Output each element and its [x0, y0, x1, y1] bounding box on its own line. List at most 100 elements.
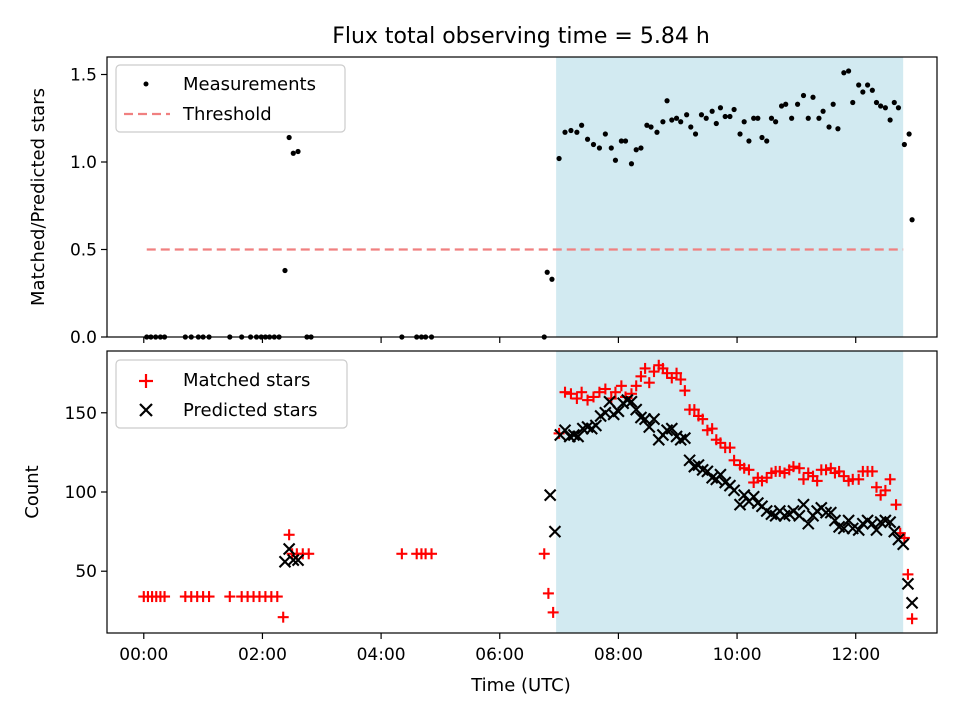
matched-star-point: [159, 591, 171, 603]
predicted-star-point: [727, 484, 741, 497]
y-tick-label: 1.0: [70, 153, 97, 173]
matched-star-point: [761, 472, 773, 484]
measurement-point: [778, 103, 785, 109]
x-tick-label: 12:00: [831, 645, 880, 665]
matched-star-point: [587, 391, 599, 403]
matched-star-point: [688, 404, 700, 416]
measurement-point: [669, 117, 675, 123]
legend-threshold-label: Threshold: [182, 104, 272, 125]
measurement-point: [618, 138, 624, 144]
measurement-point: [648, 124, 654, 130]
top-shaded-interval: [556, 57, 904, 337]
matched-star-point: [303, 548, 315, 560]
measurement-point: [644, 122, 650, 128]
predicted-star-point: [824, 506, 838, 519]
measurement-point: [692, 131, 699, 137]
predicted-star-point: [603, 395, 616, 408]
predicted-star-point: [905, 596, 919, 610]
matched-star-point: [833, 465, 845, 477]
matched-star-point: [743, 464, 755, 476]
measurement-point: [612, 157, 619, 163]
matched-star-point: [884, 473, 896, 485]
matched-star-point: [271, 591, 283, 603]
measurement-point: [755, 115, 761, 121]
x-tick-label: 04:00: [357, 645, 406, 665]
matched-star-point: [576, 386, 588, 398]
measurement-point: [608, 145, 614, 151]
measurement-point: [622, 138, 629, 144]
matched-star-point: [706, 423, 718, 435]
legend-matched-marker: [139, 374, 153, 388]
matched-star-point: [571, 393, 583, 405]
measurement-point: [717, 105, 724, 111]
measurement-point: [835, 126, 841, 132]
measurement-point: [895, 105, 902, 111]
predicted-star-point: [737, 488, 751, 502]
measurement-points: [144, 68, 915, 340]
matched-star-point: [224, 591, 236, 603]
measurement-point: [678, 119, 684, 125]
y-tick-label: 50: [75, 562, 97, 582]
measurement-point: [295, 148, 301, 155]
matched-stars-points: [138, 359, 918, 625]
matched-star-point: [870, 481, 882, 493]
legend-measurements-marker: [143, 81, 149, 87]
measurement-point: [869, 87, 875, 93]
matched-star-point: [542, 587, 554, 599]
measurement-point: [688, 124, 694, 130]
matched-star-point: [639, 362, 651, 374]
measurement-point: [684, 112, 690, 118]
matched-star-point: [679, 385, 691, 397]
predicted-star-point: [665, 422, 679, 435]
predicted-star-point: [612, 404, 625, 418]
measurement-point: [741, 119, 747, 125]
top-axes-frame: [106, 56, 938, 338]
top-legend: Measurements Threshold: [115, 64, 346, 133]
measurement-point: [722, 113, 728, 120]
measurement-point: [826, 124, 832, 130]
measurement-point: [794, 101, 801, 107]
measurement-point: [660, 119, 666, 125]
matched-star-point: [538, 548, 550, 560]
predicted-stars-points: [278, 393, 919, 610]
matched-star-point: [724, 442, 736, 454]
matched-star-point: [890, 499, 902, 511]
measurement-point: [282, 267, 288, 274]
measurement-point: [579, 122, 585, 128]
predicted-star-point: [688, 460, 701, 473]
matched-star-point: [565, 388, 577, 400]
measurement-point: [856, 82, 862, 88]
measurement-point: [698, 112, 705, 118]
measurement-point: [901, 141, 907, 148]
y-tick-label: 150: [65, 404, 97, 424]
predicted-star-point: [765, 507, 778, 521]
bottom-y-axis-label: Count: [22, 465, 43, 518]
measurement-point: [574, 129, 580, 135]
y-tick-label: 1.5: [70, 66, 97, 86]
predicted-star-point: [901, 577, 915, 591]
predicted-star-point: [802, 517, 815, 530]
x-tick-label: 10:00: [713, 645, 762, 665]
measurement-point: [638, 145, 644, 151]
figure-title: Flux total observing time = 5.84 h: [332, 24, 710, 49]
matched-star-point: [635, 370, 647, 382]
measurement-point: [751, 115, 757, 121]
measurement-point: [768, 115, 775, 121]
predicted-star-point: [837, 522, 851, 535]
measurement-point: [286, 134, 292, 141]
predicted-star-point: [571, 430, 585, 443]
predicted-star-point: [870, 523, 883, 537]
matched-star-point: [793, 462, 805, 474]
top-y-ticks: 0.0 0.5 1.0 1.5: [70, 66, 107, 348]
bottom-x-axis-label: Time (UTC): [470, 675, 571, 696]
bottom-legend-box: [115, 359, 348, 429]
measurement-point: [882, 105, 888, 111]
predicted-star-point: [683, 454, 696, 467]
matched-star-point: [906, 613, 918, 625]
matched-star-point: [615, 380, 627, 392]
measurement-point: [590, 141, 597, 148]
predicted-star-point: [548, 525, 562, 538]
measurement-point: [810, 94, 816, 100]
matched-star-point: [838, 470, 850, 482]
measurement-point: [773, 119, 779, 125]
